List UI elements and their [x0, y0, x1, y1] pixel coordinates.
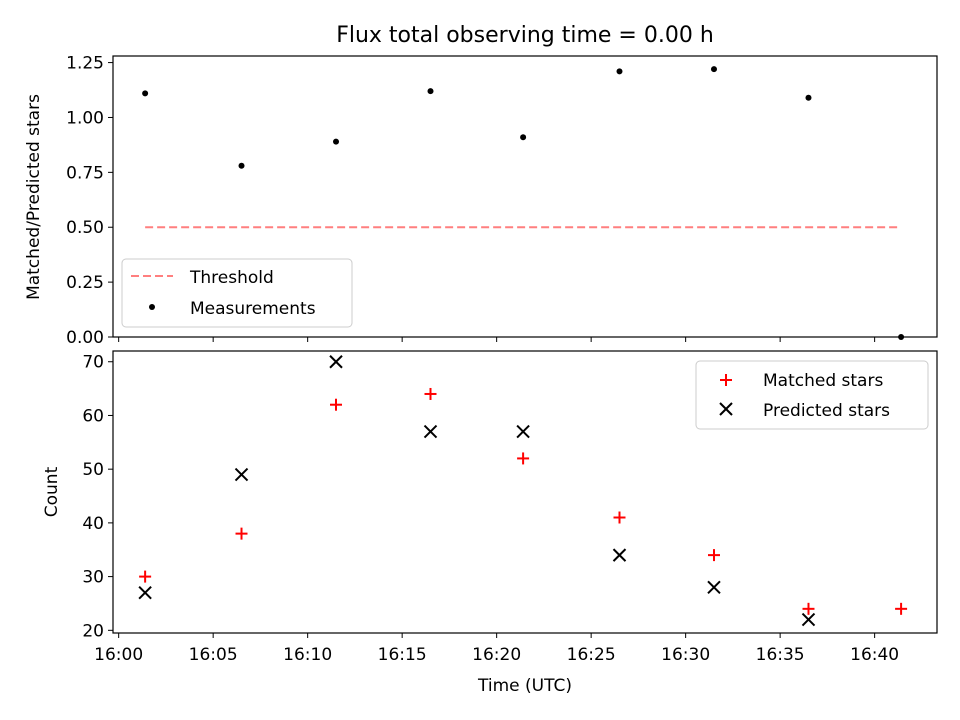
predicted-legend-label: Predicted stars: [763, 401, 890, 421]
count-x-label: Time (UTC): [477, 676, 572, 696]
count-x-tick-label: 16:15: [378, 645, 427, 665]
count-panel-frame: [112, 350, 938, 634]
measurements-legend-label: Measurements: [190, 299, 316, 319]
ratio-marks: [142, 66, 905, 340]
ratio-y-tick-label: 0.00: [66, 328, 104, 348]
ratio-y-tick-label: 0.75: [66, 163, 104, 183]
count-marks: [138, 355, 908, 627]
measurement-point: [333, 138, 340, 145]
predicted-star-point: [329, 355, 343, 369]
matched-star-point: [330, 398, 343, 411]
measurement-point: [616, 68, 623, 75]
matched-legend-label: Matched stars: [763, 371, 883, 391]
ratio-y-tick-label: 0.50: [66, 218, 104, 238]
matched-star-point: [517, 452, 530, 465]
threshold-legend-label: Threshold: [189, 268, 274, 288]
predicted-star-mark-b: [707, 580, 721, 595]
count-y-tick-label: 20: [82, 621, 104, 641]
matched-star-point: [235, 527, 248, 540]
ratio-y-label: Matched/Predicted stars: [24, 94, 44, 300]
predicted-star-mark-b: [801, 612, 816, 627]
predicted-star-point: [423, 424, 438, 439]
measurement-point: [805, 94, 812, 101]
count-x-tick-label: 16:40: [850, 645, 899, 665]
matched-star-point: [895, 602, 908, 615]
ratio-y-tick-label: 1.25: [66, 54, 104, 74]
count-x-tick-label: 16:20: [472, 645, 521, 665]
count-legend: Matched stars Predicted stars: [695, 360, 929, 430]
count-x-tick-label: 16:05: [189, 645, 238, 665]
predicted-star-point: [612, 548, 627, 562]
predicted-star-point: [234, 467, 249, 482]
count-y-tick-label: 70: [82, 353, 104, 373]
count-y-ticks: 20 30 40 50 60 70: [82, 353, 113, 641]
measurement-point: [238, 162, 245, 169]
count-x-tick-label: 16:25: [567, 645, 616, 665]
predicted-star-mark-b: [234, 467, 249, 482]
ratio-legend-box: [121, 258, 353, 328]
predicted-star-point: [707, 580, 721, 595]
count-x-ticks: 16:00 16:05 16:10 16:15 16:20 16:25 16:30 16:35…: [94, 633, 899, 665]
predicted-star-mark-b: [138, 586, 152, 600]
predicted-star-mark-b: [612, 548, 627, 562]
ratio-legend: Threshold Measurements: [121, 258, 353, 328]
predicted-star-mark-b: [423, 424, 438, 439]
count-x-tick-label: 16:35: [756, 645, 805, 665]
matched-star-point: [707, 549, 720, 562]
predicted-star-mark-b: [329, 355, 343, 369]
count-y-tick-label: 50: [82, 460, 104, 480]
measurement-point: [710, 66, 717, 73]
matched-star-point: [613, 511, 626, 524]
predicted-legend-swatch: [719, 402, 733, 416]
ratio-y-tick-label: 1.00: [66, 108, 104, 128]
measurement-point: [898, 334, 905, 340]
ratio-y-ticks: 0.00 0.25 0.50 0.75 1.00 1.25: [66, 54, 113, 348]
count-y-tick-label: 30: [82, 568, 104, 588]
count-y-tick-label: 40: [82, 514, 104, 534]
measurement-point: [520, 134, 527, 141]
matched-legend-swatch: [720, 374, 732, 386]
ratio-panel-frame: [112, 55, 938, 338]
predicted-star-mark-b: [516, 424, 530, 439]
predicted-star-point: [516, 424, 530, 439]
figure-title: Flux total observing time = 0.00 h: [336, 23, 714, 48]
predicted-star-point: [801, 612, 816, 627]
count-x-tick-label: 16:00: [94, 645, 143, 665]
measurement-point: [427, 88, 434, 95]
matched-star-point: [424, 387, 437, 400]
measurements-legend-swatch: [149, 304, 155, 310]
count-y-tick-label: 60: [82, 406, 104, 426]
ratio-y-tick-label: 0.25: [66, 273, 104, 293]
matched-star-point: [802, 602, 815, 615]
count-y-label: Count: [42, 466, 62, 517]
matched-star-point: [139, 570, 152, 583]
count-x-tick-label: 16:30: [661, 645, 710, 665]
ratio-x-ticks: [118, 337, 876, 342]
measurement-point: [142, 90, 149, 97]
ratio-panel: 0.00 0.25 0.50 0.75 1.00 1.25 Matched/Predict…: [24, 54, 938, 348]
count-x-tick-label: 16:10: [283, 645, 332, 665]
count-legend-box: [695, 360, 929, 430]
predicted-star-point: [138, 586, 152, 600]
